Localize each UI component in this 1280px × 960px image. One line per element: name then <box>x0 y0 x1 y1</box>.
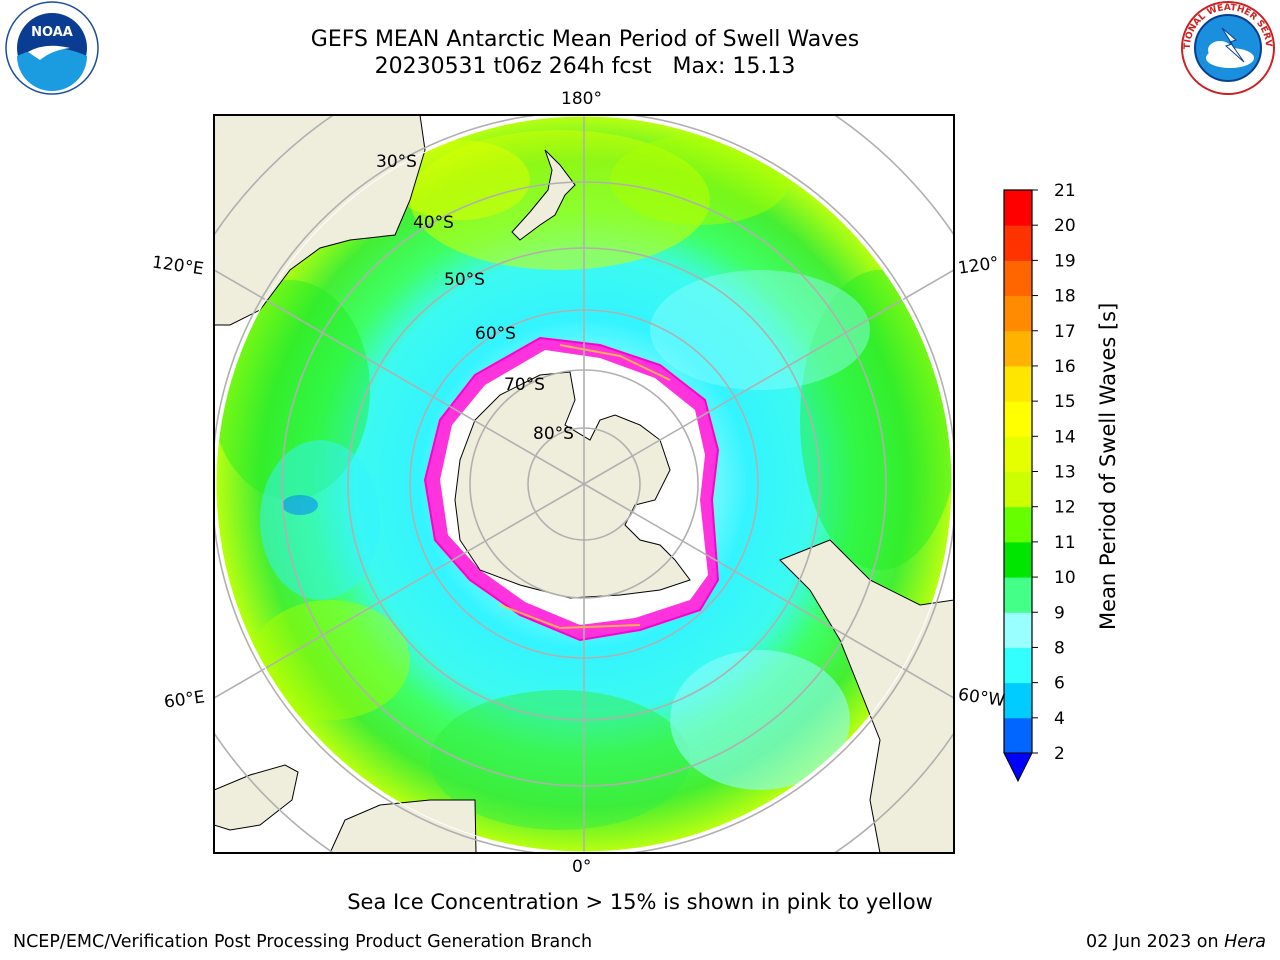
footer-left: NCEP/EMC/Verification Post Processing Pr… <box>13 932 593 952</box>
nws-logo: NATIONAL WEATHER SERVICE <box>0 0 1275 95</box>
antarctica-land <box>454 371 691 599</box>
colorbar-swatch <box>1004 330 1032 367</box>
noaa-logo-text: NOAA <box>31 25 73 40</box>
colorbar-tick-label: 14 <box>1054 427 1076 447</box>
lat-label-70s: 70°S <box>504 375 545 395</box>
colorbar-tick-label: 11 <box>1054 533 1076 553</box>
colorbar-tick-label: 9 <box>1054 603 1065 623</box>
colorbar-swatch <box>1004 577 1032 613</box>
colorbar-tick-label: 15 <box>1054 392 1076 412</box>
colorbar-tick-label: 17 <box>1054 322 1076 342</box>
sea-ice-caption: Sea Ice Concentration > 15% is shown in … <box>347 890 933 914</box>
colorbar-tick-label: 8 <box>1054 638 1065 658</box>
colorbar-swatch <box>1004 506 1032 543</box>
colorbar-swatch <box>1004 541 1032 578</box>
colorbar-tick-label: 18 <box>1054 287 1076 307</box>
colorbar-tick-label: 2 <box>1054 744 1065 764</box>
footer-host: Hera <box>1224 932 1266 952</box>
colorbar-swatch <box>1004 436 1032 472</box>
colorbar-swatch <box>1004 295 1032 332</box>
colorbar-swatch <box>1004 471 1032 508</box>
colorbar-tick-label: 21 <box>1054 181 1076 201</box>
lat-label-60s: 60°S <box>475 324 516 344</box>
colorbar-label: Mean Period of Swell Waves [s] <box>1096 302 1120 630</box>
map-area <box>214 115 954 853</box>
colorbar-tick-label: 4 <box>1054 709 1065 729</box>
colorbar-swatch <box>1004 682 1032 719</box>
lat-label-40s: 40°S <box>413 213 454 233</box>
colorbar-swatch <box>1004 260 1032 297</box>
colorbar-swatch <box>1004 365 1032 402</box>
colorbar-tick-label: 19 <box>1054 251 1076 271</box>
graticule <box>214 115 954 853</box>
lat-label-50s: 50°S <box>444 270 485 290</box>
colorbar-tick-label: 12 <box>1054 498 1076 518</box>
footer-date: 02 Jun 2023 on <box>1085 932 1225 952</box>
lon-label-180: 180° <box>561 89 602 109</box>
colorbar-tick-label: 20 <box>1054 216 1076 236</box>
svg-text:NATIONAL WEATHER SERVICE: NATIONAL WEATHER SERVICE <box>0 0 1273 49</box>
noaa-logo: NOAA <box>5 1 99 95</box>
colorbar-swatch <box>1004 401 1032 437</box>
chart-title: GEFS MEAN Antarctic Mean Period of Swell… <box>310 27 860 52</box>
colorbar-swatch <box>1004 190 1032 226</box>
colorbar-tick-label: 16 <box>1054 357 1076 377</box>
colorbar-tick-label: 10 <box>1054 568 1076 588</box>
colorbar-swatch <box>1004 225 1032 261</box>
nws-logo-text: NATIONAL WEATHER SERVICE <box>0 0 1273 49</box>
colorbar-swatch <box>1004 717 1032 754</box>
map-frame <box>213 114 955 854</box>
chart-subtitle: 20230531 t06z 264h fcst Max: 15.13 <box>374 54 796 79</box>
lat-label-80s: 80°S <box>533 424 574 444</box>
colorbar-tick-label: 6 <box>1054 674 1065 694</box>
footer-right: 02 Jun 2023 on Hera <box>1086 932 1266 952</box>
colorbar-swatch <box>1004 647 1032 684</box>
colorbar-tick-label: 13 <box>1054 463 1076 483</box>
lat-label-30s: 30°S <box>376 152 417 172</box>
colorbar-swatch <box>1004 612 1032 648</box>
madagascar-land <box>214 764 299 831</box>
lon-label-0: 0° <box>572 857 592 877</box>
colorbar: 2 4 6 8 9 10 11 12 13 14 15 16 17 18 19 20 21 <box>1003 181 1076 783</box>
colorbar-extend <box>1003 752 1033 783</box>
